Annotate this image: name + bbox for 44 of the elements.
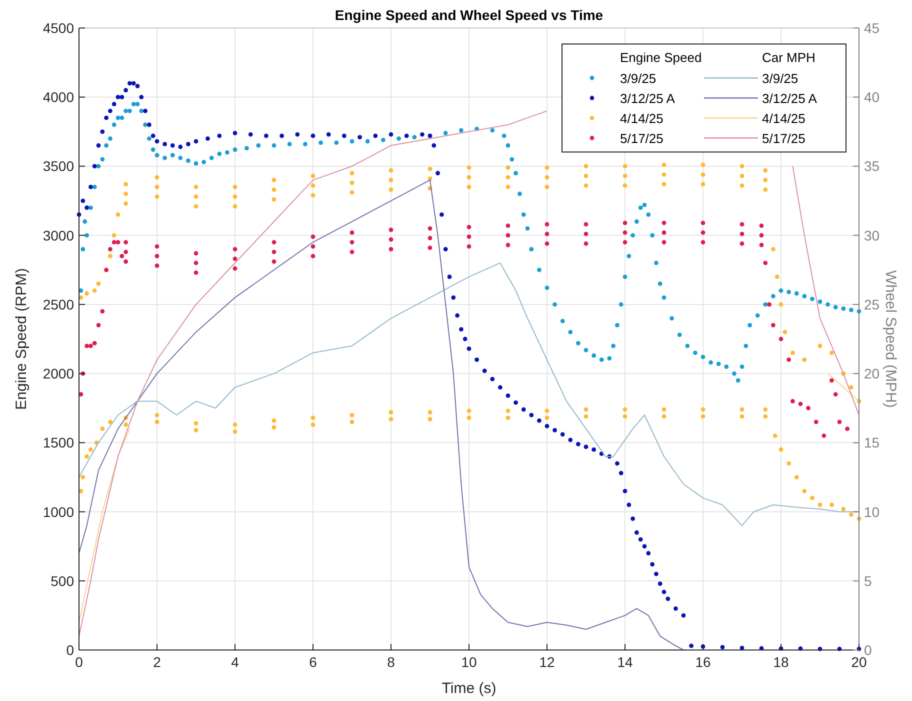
y2-tick-label: 0 (864, 642, 872, 658)
x-tick-label: 20 (851, 654, 867, 670)
y-tick-label: 1500 (42, 434, 74, 451)
annotation: Car MPH (762, 50, 816, 65)
y2-tick-label: 20 (864, 366, 880, 382)
y-tick-label: 500 (50, 572, 74, 589)
annotation: Engine Speed (620, 50, 702, 65)
y-tick-label: 2500 (42, 296, 74, 312)
y2-tick-label: 25 (864, 296, 880, 312)
chart-title: Engine Speed and Wheel Speed vs Time (334, 7, 604, 23)
y2-tick-label: 40 (864, 89, 880, 106)
y2-tick-label: 35 (864, 158, 880, 174)
y-tick-label: 3000 (42, 227, 74, 244)
y2-tick-label: 30 (864, 227, 880, 244)
x-tick-label: 18 (773, 654, 789, 670)
legend-label: 3/9/25 (762, 71, 798, 86)
legend-label: 4/14/25 (620, 111, 664, 126)
legend-label: 5/17/25 (762, 131, 806, 146)
y2-tick-label: 45 (864, 20, 880, 36)
y-tick-label: 4000 (42, 89, 74, 106)
x-tick-label: 8 (387, 654, 396, 670)
x-tick-label: 10 (461, 654, 477, 670)
legend-label: 3/12/25 A (762, 91, 818, 106)
x-tick-label: 6 (309, 654, 318, 670)
legend-label: 3/12/25 A (620, 91, 676, 106)
y-axis-title: Engine Speed (RPM) (13, 268, 30, 410)
y-tick-label: 2000 (42, 366, 74, 382)
y2-axis-title: Wheel Speed (MPH) (882, 270, 899, 408)
y2-tick-label: 5 (864, 572, 872, 589)
y-tick-label: 1000 (42, 504, 74, 520)
x-tick-label: 16 (695, 654, 711, 670)
x-tick-label: 12 (539, 654, 555, 670)
y2-tick-label: 15 (864, 434, 880, 451)
y-tick-label: 3500 (42, 158, 74, 174)
x-tick-label: 2 (153, 654, 162, 670)
x-tick-label: 14 (617, 654, 633, 670)
x-axis-title: Time (s) (442, 680, 496, 697)
legend-label: 5/17/25 (620, 131, 664, 146)
y-tick-label: 0 (66, 642, 74, 658)
legend-label: 4/14/25 (762, 111, 806, 126)
y-tick-label: 4500 (42, 20, 74, 36)
y2-tick-label: 10 (864, 504, 880, 520)
legend-label: 3/9/25 (620, 71, 656, 86)
x-tick-label: 4 (231, 654, 240, 670)
